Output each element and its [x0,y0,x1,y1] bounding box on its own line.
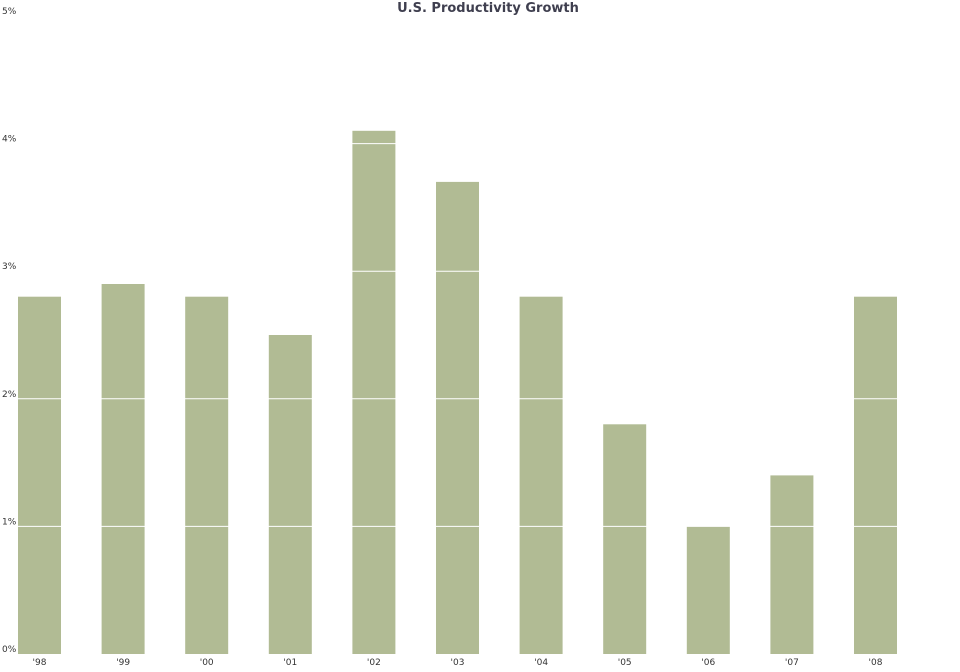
y-axis-ticks: 0% 1% 2% 3% 4% 5% [2,7,17,655]
bar-8 [686,526,730,654]
x-tick-label: '01 [283,658,297,668]
y-tick-label: 2% [2,390,17,400]
x-tick-label: '02 [367,658,381,668]
bar-9 [770,475,814,654]
x-tick-label: '06 [701,658,715,668]
x-tick-label: '03 [451,658,465,668]
x-tick-label: '08 [869,658,883,668]
bar-10 [854,296,897,654]
x-tick-label: '98 [33,658,47,668]
bar-2 [185,296,229,654]
bar-5 [436,181,479,654]
x-tick-label: '05 [618,658,632,668]
y-tick-label: 0% [2,645,17,655]
bar-1 [101,284,145,654]
x-tick-label: '04 [534,658,548,668]
chart-title: U.S. Productivity Growth [397,1,579,16]
y-tick-label: 4% [2,135,17,145]
bar-4 [352,130,396,655]
bar-7 [603,424,647,654]
bar-0 [18,296,61,654]
gridlines-group [0,143,960,527]
x-axis-ticks: '98 '99 '00 '01 '02 '03 '04 '05 '06 '07 '08 [33,658,883,668]
bar-3 [268,335,312,654]
bar-6 [519,296,563,654]
y-tick-label: 1% [2,517,17,527]
x-tick-label: '07 [785,658,799,668]
x-tick-label: '99 [116,658,130,668]
x-tick-label: '00 [200,658,214,668]
y-tick-label: 3% [2,262,17,272]
bars-group [18,130,897,655]
y-tick-label: 5% [2,7,17,17]
